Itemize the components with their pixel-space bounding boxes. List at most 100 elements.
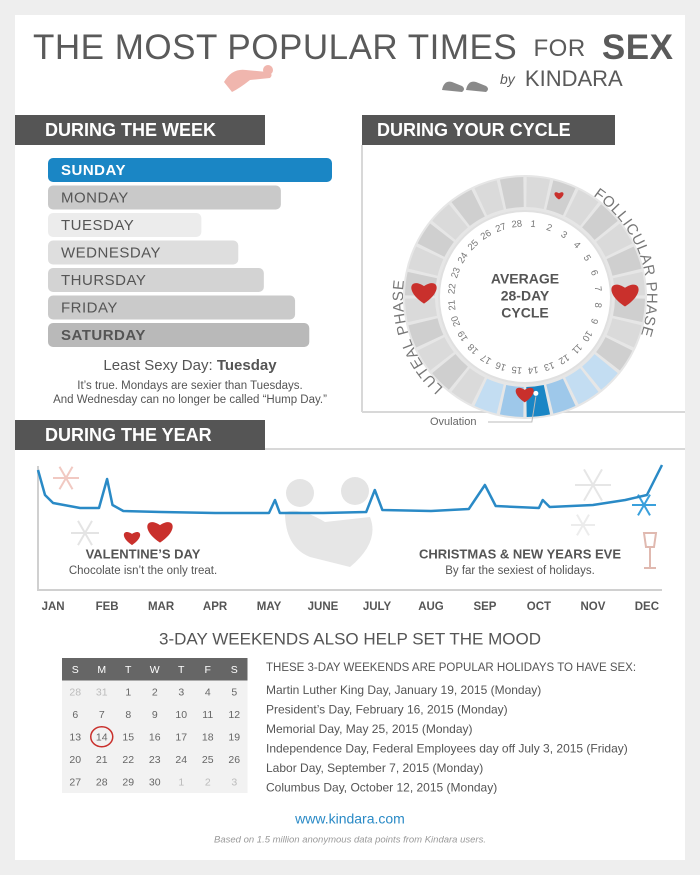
calendar-day: 5 (231, 687, 237, 699)
calendar-weekday: S (231, 664, 238, 676)
month-label: NOV (580, 601, 605, 613)
calendar-day: 16 (149, 732, 161, 744)
cycle-day: 26 (479, 228, 494, 243)
week-note: And Wednesday can no longer be called “H… (53, 394, 327, 406)
calendar-day: 18 (202, 732, 214, 744)
day-label: THURSDAY (61, 272, 146, 289)
calendar-weekday: M (97, 664, 106, 676)
holiday-item: President’s Day, February 16, 2015 (Mond… (266, 703, 508, 717)
least-day: Tuesday (217, 357, 277, 374)
snowflake (583, 468, 603, 502)
cycle-day: 3 (559, 229, 569, 241)
calendar-day: 6 (72, 709, 78, 721)
calendar-day: 26 (228, 754, 240, 766)
couple-icon (224, 65, 273, 92)
calendar-day: 21 (96, 754, 108, 766)
holiday-item: Martin Luther King Day, January 19, 2015… (266, 683, 541, 697)
calendar-day: 25 (202, 754, 214, 766)
calendar-day: 22 (122, 754, 134, 766)
wheel-segment (613, 298, 645, 323)
axis-line (37, 466, 662, 591)
annotation-text: By far the sexiest of holidays. (445, 565, 595, 577)
shoes-icon (442, 81, 488, 92)
couple-icon (285, 510, 373, 567)
wheel-segment (606, 246, 642, 276)
annotation-title: VALENTINE’S DAY (86, 546, 201, 561)
calendar-weekday: F (205, 664, 211, 676)
holiday-item: Labor Day, September 7, 2015 (Monday) (266, 761, 483, 775)
wheel-segment (417, 337, 454, 371)
year-line (36, 464, 664, 515)
calendar-day: 12 (228, 709, 240, 721)
month-label: OCT (527, 601, 551, 613)
calendar-day: 14 (96, 732, 108, 744)
heart (147, 522, 173, 543)
cycle-day: 4 (571, 240, 583, 252)
footer-url[interactable]: www.kindara.com (294, 811, 405, 827)
calendar-day: 30 (149, 777, 161, 789)
calendar-day: 17 (175, 732, 187, 744)
title-for: FOR (533, 35, 585, 62)
wheel-segment (526, 177, 551, 209)
month-label: APR (203, 601, 228, 613)
section-heading: DURING THE YEAR (45, 425, 212, 445)
wheel-segment (606, 318, 642, 348)
calendar-day: 27 (69, 777, 81, 789)
wheel-segment (432, 354, 468, 390)
calendar-day: 11 (202, 709, 213, 721)
wheel-segment (596, 337, 633, 371)
calendar-weekday: S (72, 664, 79, 676)
least-sexy: Least Sexy Day: Tuesday (103, 357, 277, 374)
snowflake (637, 494, 651, 516)
calendar-day: 31 (96, 687, 108, 699)
calendar-day: 15 (122, 732, 134, 744)
cycle-day: 16 (494, 359, 508, 373)
month-label: MAY (257, 601, 282, 613)
annotation-text: Chocolate isn’t the only treat. (69, 565, 217, 577)
cycle-day: 19 (456, 328, 471, 343)
cycle-day: 17 (479, 351, 494, 366)
heart (515, 387, 534, 403)
calendar-day: 7 (99, 709, 105, 721)
wheel-segment (405, 298, 437, 323)
calendar-day: 20 (69, 754, 81, 766)
calendar-day: 24 (175, 754, 187, 766)
heading-box (15, 115, 265, 145)
cycle-day: 23 (449, 266, 463, 280)
wheel-segment (499, 177, 524, 209)
day-bar (48, 323, 310, 347)
heading-box (362, 115, 615, 145)
heart (611, 284, 639, 307)
cycle-day: 20 (449, 314, 463, 328)
calendar-day: 2 (205, 777, 211, 789)
cycle-center: 28-DAY (501, 288, 550, 304)
wheel-segment (582, 204, 618, 240)
wheel-segment (408, 246, 444, 276)
calendar-day: 8 (125, 709, 131, 721)
day-bar (48, 240, 239, 265)
cycle-center: AVERAGE (491, 271, 559, 287)
day-label: TUESDAY (61, 217, 134, 234)
cycle-day: 7 (592, 286, 604, 292)
cycle-day: 8 (592, 302, 604, 308)
wheel-segment (474, 378, 504, 414)
cycle-day: 10 (579, 328, 594, 343)
wheel-inner (438, 210, 612, 384)
cycle-day: 14 (527, 363, 539, 375)
title-sex: SEX (602, 28, 674, 67)
annotation-title: CHRISTMAS & NEW YEARS EVE (419, 546, 621, 561)
couple-icon (286, 479, 314, 507)
heart (123, 531, 141, 546)
calendar-day: 10 (175, 709, 187, 721)
wheel-segment (474, 180, 504, 216)
day-bar (48, 158, 332, 182)
calendar-day: 23 (149, 754, 161, 766)
calendar-day: 3 (231, 777, 237, 789)
month-label: JUNE (308, 601, 339, 613)
holiday-item: Columbus Day, October 12, 2015 (Monday) (266, 781, 497, 795)
calendar-day: 28 (69, 687, 81, 699)
calendar-highlight (90, 726, 114, 748)
byline: by KINDARA (500, 66, 623, 91)
glass-icon (642, 532, 658, 569)
day-bar (48, 185, 281, 210)
